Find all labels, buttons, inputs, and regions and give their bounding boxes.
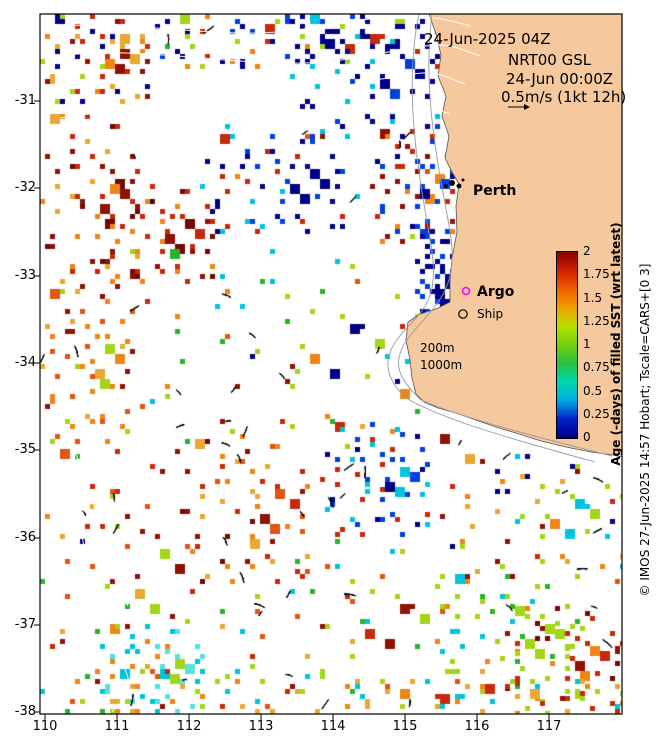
colorbar-tick: 1.5 [583, 290, 603, 305]
isobath-200m-label: 200m [420, 341, 455, 355]
ship-marker [458, 309, 468, 319]
perth-marker [444, 178, 465, 189]
y-tick-38: -38 [14, 704, 36, 719]
y-tick-35: -35 [14, 442, 36, 457]
isobath-1000m-label: 1000m [420, 358, 463, 372]
x-tick-116: 116 [464, 719, 490, 734]
obs-datetime-label: 24-Jun-2025 04Z [424, 30, 551, 48]
colorbar-tick: 1 [583, 337, 591, 351]
colorbar-tick: 0.5 [583, 383, 603, 398]
vector-scale-label: 0.5m/s (1kt 12h) [501, 88, 627, 106]
x-tick-117: 117 [536, 719, 562, 734]
axis-ticks [34, 100, 550, 720]
colorbar-title: Age (-days) of filled SST (wrt latest) [609, 222, 623, 466]
x-tick-115: 115 [392, 719, 418, 734]
argo-label: Argo [477, 284, 515, 300]
y-tick-36: -36 [14, 530, 36, 545]
sst-contour-lines [41, 16, 481, 713]
product-label: NRT00 GSL [508, 51, 592, 69]
colorbar [556, 251, 578, 439]
plot-frame [39, 13, 623, 715]
argo-marker [461, 286, 471, 296]
x-tick-110: 110 [32, 719, 58, 734]
colorbar-tick: 0.25 [583, 406, 610, 421]
x-tick-114: 114 [320, 719, 346, 734]
perth-label: Perth [473, 183, 517, 199]
colorbar-tick: 2 [583, 244, 591, 258]
y-tick-32: -32 [14, 180, 36, 195]
x-tick-112: 112 [176, 719, 202, 734]
ship-label: Ship [477, 307, 504, 321]
x-tick-111: 111 [104, 719, 130, 734]
isobath-contour-lines [387, 13, 613, 463]
y-tick-34: -34 [14, 355, 36, 370]
colorbar-tick-labels: 2 1.75 1.5 1.25 1 0.75 0.5 0.25 0 [583, 245, 617, 443]
y-tick-31: -31 [14, 93, 36, 108]
colorbar-tick: 0 [583, 430, 591, 444]
y-tick-37: -37 [14, 617, 36, 632]
colorbar-tick: 1.75 [583, 267, 610, 282]
credit-text: © IMOS 27-Jun-2025 14:57 Hobart; Tscale=… [638, 263, 652, 597]
y-tick-33: -33 [14, 268, 36, 283]
colorbar-tick: 1.25 [583, 313, 610, 328]
run-datetime-label: 24-Jun 00:00Z [506, 70, 614, 88]
velocity-scale-arrow [508, 104, 530, 110]
colorbar-tick: 0.75 [583, 360, 610, 375]
x-tick-113: 113 [248, 719, 274, 734]
